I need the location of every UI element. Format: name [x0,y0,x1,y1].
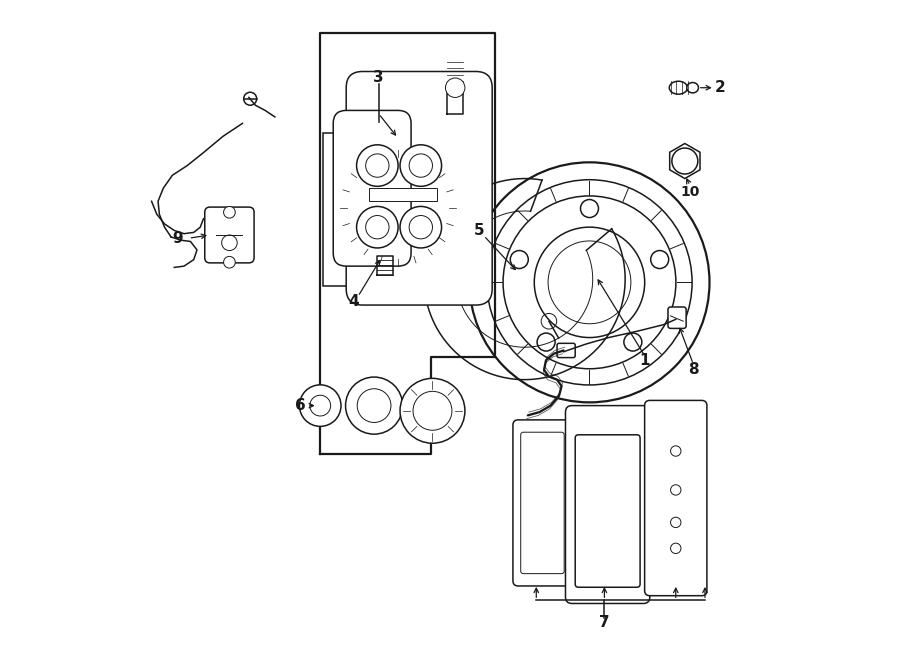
Circle shape [221,235,238,250]
Circle shape [386,248,397,258]
FancyBboxPatch shape [644,401,706,596]
Ellipse shape [449,75,461,81]
Text: 1: 1 [639,353,650,367]
FancyBboxPatch shape [333,111,411,266]
Text: 8: 8 [688,362,698,377]
Text: 5: 5 [474,223,484,238]
FancyBboxPatch shape [557,344,575,357]
Bar [323,133,472,285]
Circle shape [357,389,391,422]
Circle shape [446,78,465,97]
Bar [369,188,437,201]
FancyBboxPatch shape [521,432,564,574]
Circle shape [672,148,698,174]
FancyBboxPatch shape [668,307,686,328]
FancyBboxPatch shape [565,406,650,604]
Text: 3: 3 [374,70,384,85]
FancyBboxPatch shape [205,207,254,263]
Circle shape [356,145,398,186]
Circle shape [244,92,256,105]
Circle shape [310,395,330,416]
Text: 6: 6 [295,398,306,413]
Circle shape [365,154,389,177]
Circle shape [400,207,442,248]
Circle shape [300,385,341,426]
Text: 2: 2 [716,80,726,95]
Circle shape [400,379,465,444]
Circle shape [356,207,398,248]
Circle shape [400,145,442,186]
Circle shape [670,543,681,553]
Ellipse shape [670,81,688,94]
Text: 4: 4 [348,295,359,309]
Circle shape [670,485,681,495]
Circle shape [223,207,235,218]
Ellipse shape [687,83,698,93]
Circle shape [670,517,681,528]
FancyBboxPatch shape [513,420,572,586]
Circle shape [223,256,235,268]
Text: 7: 7 [599,616,609,630]
Text: 9: 9 [172,232,183,246]
Circle shape [410,216,433,239]
FancyBboxPatch shape [575,435,640,587]
Circle shape [413,391,452,430]
Text: 10: 10 [680,185,699,199]
Circle shape [365,216,389,239]
Circle shape [346,377,402,434]
FancyBboxPatch shape [346,71,492,305]
Circle shape [410,154,433,177]
Circle shape [670,446,681,456]
